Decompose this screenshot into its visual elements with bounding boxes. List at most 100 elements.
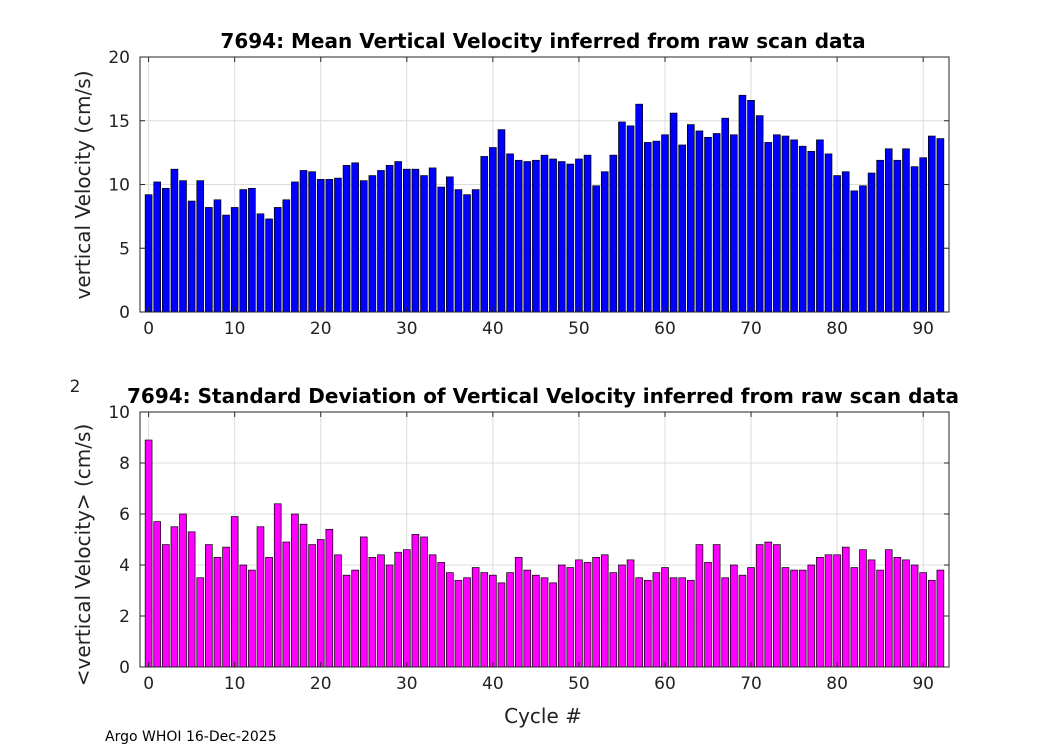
stddev-y-tick-label: 10 [108, 403, 130, 423]
stddev-bar [359, 536, 368, 668]
mean-bar [248, 187, 256, 313]
mean-bar [747, 99, 755, 313]
stddev-bar [678, 577, 686, 668]
mean-bar [583, 154, 592, 313]
mean-bar [351, 162, 359, 313]
stddev-x-tick-label: 40 [482, 674, 504, 694]
mean-velocity-title: 7694: Mean Vertical Velocity inferred fr… [220, 29, 865, 53]
mean-bar [566, 163, 575, 313]
mean-bar [798, 145, 807, 313]
mean-x-tick-label: 90 [912, 319, 934, 339]
stddev-x-tick-label: 30 [396, 674, 418, 694]
mean-x-tick-label: 70 [740, 319, 762, 339]
mean-bar [394, 161, 402, 313]
mean-bar [213, 199, 222, 313]
stddev-bar [230, 516, 239, 668]
stddev-bar [781, 567, 790, 668]
stddev-bar [463, 577, 471, 668]
stddev-bar [187, 531, 196, 668]
mean-bar [411, 168, 420, 313]
mean-bar [755, 115, 764, 313]
mean-bar [144, 194, 153, 313]
mean-y-tick-label: 20 [108, 48, 130, 68]
stddev-bar [342, 574, 351, 668]
mean-bar [600, 171, 609, 313]
stddev-bar [325, 528, 334, 668]
footer-credit: Argo WHOI 16-Dec-2025 [105, 729, 277, 745]
stddev-bar [351, 569, 359, 668]
mean-bar [377, 170, 385, 313]
stddev-bar [282, 541, 291, 668]
mean-bar [342, 165, 351, 313]
stddev-velocity-title: 7694: Standard Deviation of Vertical Vel… [127, 384, 959, 408]
stddev-x-tick-label: 10 [224, 674, 246, 694]
mean-y-tick-label: 15 [108, 112, 130, 132]
stddev-bar [213, 556, 222, 668]
stddev-bar [884, 549, 893, 668]
stddev-bar [859, 549, 867, 668]
mean-bar [678, 144, 686, 313]
mean-bar [919, 157, 927, 313]
stddev-bar [446, 572, 454, 668]
mean-bar [652, 140, 661, 313]
stddev-bar [583, 562, 592, 668]
stddev-velocity-chart: 7694: Standard Deviation of Vertical Vel… [70, 377, 959, 728]
stddev-bar [291, 513, 299, 668]
mean-bar [230, 207, 239, 313]
mean-bar [927, 135, 936, 313]
stddev-bar [540, 577, 549, 668]
stddev-bar [850, 567, 859, 668]
mean-bar [643, 142, 652, 313]
mean-bar [368, 175, 377, 313]
stddev-bar [695, 544, 704, 668]
stddev-bar [256, 526, 265, 668]
mean-bar [841, 171, 850, 313]
stddev-bar [403, 549, 411, 668]
stddev-bar [841, 546, 850, 668]
stddev-x-tick-label: 50 [568, 674, 590, 694]
stddev-bar [936, 569, 945, 668]
mean-x-tick-label: 0 [143, 319, 154, 339]
stddev-bar [824, 554, 833, 668]
mean-bar [170, 168, 179, 313]
stddev-bar [205, 544, 213, 668]
mean-bar [325, 179, 334, 313]
stddev-bar [428, 554, 437, 668]
mean-bar [196, 180, 205, 313]
stddev-bar [532, 574, 540, 668]
mean-bar [721, 117, 730, 313]
mean-bar [609, 154, 618, 313]
stddev-bar [514, 556, 523, 668]
stddev-bar [927, 579, 936, 668]
stddev-bar [144, 439, 153, 668]
stddev-bar [265, 556, 273, 668]
mean-bar [824, 153, 833, 313]
stddev-bar [910, 564, 919, 668]
mean-bar [773, 134, 781, 313]
stddev-bar [669, 577, 678, 668]
mean-bar [764, 142, 773, 313]
mean-bar [514, 159, 523, 313]
stddev-y-tick-label: 6 [119, 505, 130, 525]
stddev-bar [162, 544, 170, 668]
stddev-bar [334, 554, 342, 668]
stddev-bar [179, 513, 187, 668]
mean-bar [420, 175, 428, 313]
stddev-bar [273, 503, 282, 668]
mean-bar [222, 214, 230, 313]
mean-bar [162, 187, 170, 313]
stddev-bar [437, 562, 446, 668]
mean-bar [316, 179, 325, 313]
stddev-bar [661, 567, 669, 668]
stddev-bar [738, 574, 747, 668]
stddev-bar [394, 551, 402, 668]
mean-bar [282, 199, 291, 313]
stddev-bar [798, 569, 807, 668]
stddev-bar [566, 567, 575, 668]
mean-x-tick-label: 80 [826, 319, 848, 339]
stddev-bar [755, 544, 764, 668]
stddev-bar [549, 582, 557, 668]
stddev-bar [170, 526, 179, 668]
mean-bar [334, 177, 342, 313]
